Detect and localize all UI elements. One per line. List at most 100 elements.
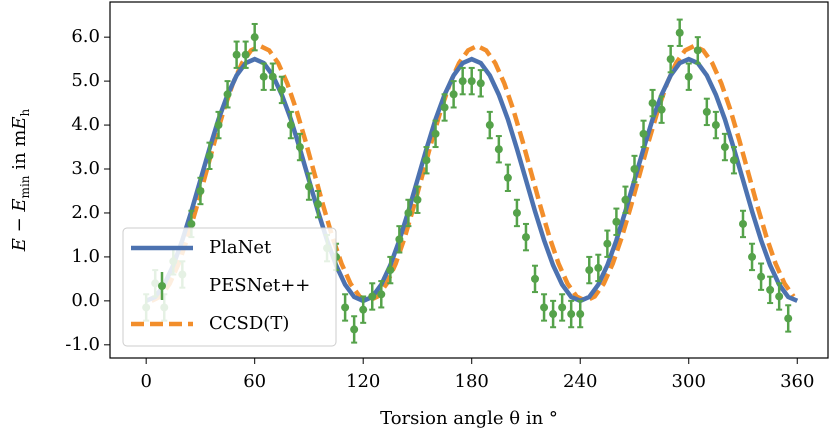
point bbox=[540, 303, 549, 312]
point bbox=[413, 195, 422, 204]
point bbox=[729, 156, 738, 165]
x-tick-label: 300 bbox=[672, 371, 706, 392]
point bbox=[241, 50, 250, 59]
point bbox=[359, 305, 368, 314]
point bbox=[404, 208, 413, 217]
point bbox=[521, 233, 530, 242]
point bbox=[503, 173, 512, 182]
error-point bbox=[295, 132, 304, 162]
error-point bbox=[304, 172, 313, 201]
error-point bbox=[666, 44, 675, 74]
point bbox=[757, 272, 766, 281]
error-point bbox=[259, 62, 268, 91]
point bbox=[549, 310, 558, 319]
error-point bbox=[503, 163, 512, 192]
point bbox=[531, 274, 540, 283]
point bbox=[494, 145, 503, 154]
error-point bbox=[549, 299, 558, 329]
error-point bbox=[467, 66, 476, 96]
point bbox=[286, 121, 295, 130]
error-point bbox=[693, 36, 702, 65]
legend-box bbox=[122, 227, 337, 347]
y-tick-label: 4.0 bbox=[71, 114, 100, 135]
point bbox=[341, 303, 350, 312]
error-point bbox=[576, 299, 585, 329]
error-point bbox=[603, 229, 612, 258]
point bbox=[395, 235, 404, 244]
error-point bbox=[711, 110, 720, 140]
error-point bbox=[431, 119, 440, 149]
x-tick-label: 180 bbox=[455, 371, 489, 392]
y-tick-label: 3.0 bbox=[71, 158, 100, 179]
point bbox=[639, 129, 648, 138]
point bbox=[657, 105, 666, 114]
error-point bbox=[729, 146, 738, 175]
x-tick-label: 60 bbox=[243, 371, 266, 392]
error-point bbox=[594, 253, 603, 283]
error-point bbox=[359, 295, 368, 324]
series-line bbox=[150, 43, 796, 304]
error-point bbox=[413, 185, 422, 214]
error-point bbox=[395, 225, 404, 254]
point bbox=[431, 129, 440, 138]
x-tick-label: 240 bbox=[563, 371, 597, 392]
point bbox=[196, 186, 205, 195]
point bbox=[666, 55, 675, 64]
y-tick-label: 5.0 bbox=[71, 70, 100, 91]
y-label-part: in m bbox=[9, 130, 30, 176]
error-point bbox=[630, 154, 639, 184]
point bbox=[693, 46, 702, 55]
error-point bbox=[657, 95, 666, 124]
error-point bbox=[720, 132, 729, 162]
y-label-part: E bbox=[9, 116, 30, 130]
point bbox=[648, 99, 657, 108]
point bbox=[476, 79, 485, 88]
point bbox=[277, 85, 286, 94]
error-point bbox=[341, 293, 350, 322]
error-point bbox=[494, 135, 503, 164]
legend-label: CCSD(T) bbox=[209, 313, 289, 334]
point bbox=[585, 266, 594, 275]
error-point bbox=[702, 97, 711, 127]
point bbox=[766, 285, 775, 294]
point bbox=[350, 325, 359, 334]
point bbox=[675, 28, 684, 37]
error-point bbox=[268, 62, 277, 91]
error-point bbox=[313, 189, 322, 219]
point bbox=[268, 72, 277, 81]
point bbox=[684, 72, 693, 81]
error-point bbox=[404, 198, 413, 228]
x-tick-label: 0 bbox=[140, 371, 151, 392]
axes-frame bbox=[109, 1, 829, 359]
point bbox=[313, 200, 322, 209]
legend: PlaNet PESNet++ CCSD(T) bbox=[122, 227, 337, 347]
point bbox=[512, 208, 521, 217]
point bbox=[748, 252, 757, 261]
error-point bbox=[531, 264, 540, 294]
error-point bbox=[784, 304, 793, 333]
error-point bbox=[386, 255, 395, 285]
error-point bbox=[540, 293, 549, 322]
error-point bbox=[521, 222, 530, 252]
legend-label: PESNet++ bbox=[209, 275, 310, 296]
x-tick-label: 120 bbox=[346, 371, 380, 392]
point bbox=[612, 217, 621, 226]
point bbox=[386, 266, 395, 275]
error-point bbox=[250, 22, 259, 52]
error-point bbox=[558, 293, 567, 322]
x-axis-label: Torsion angle θ in ° bbox=[380, 408, 558, 429]
error-point bbox=[449, 80, 458, 109]
error-point bbox=[639, 119, 648, 149]
point bbox=[259, 72, 268, 81]
error-point bbox=[585, 255, 594, 285]
error-point bbox=[621, 185, 630, 214]
error-point bbox=[196, 176, 205, 206]
point bbox=[205, 151, 214, 160]
error-point bbox=[684, 62, 693, 91]
error-point bbox=[458, 66, 467, 96]
error-point bbox=[440, 93, 449, 122]
error-point bbox=[648, 88, 657, 118]
point bbox=[558, 303, 567, 312]
error-point bbox=[675, 18, 684, 47]
